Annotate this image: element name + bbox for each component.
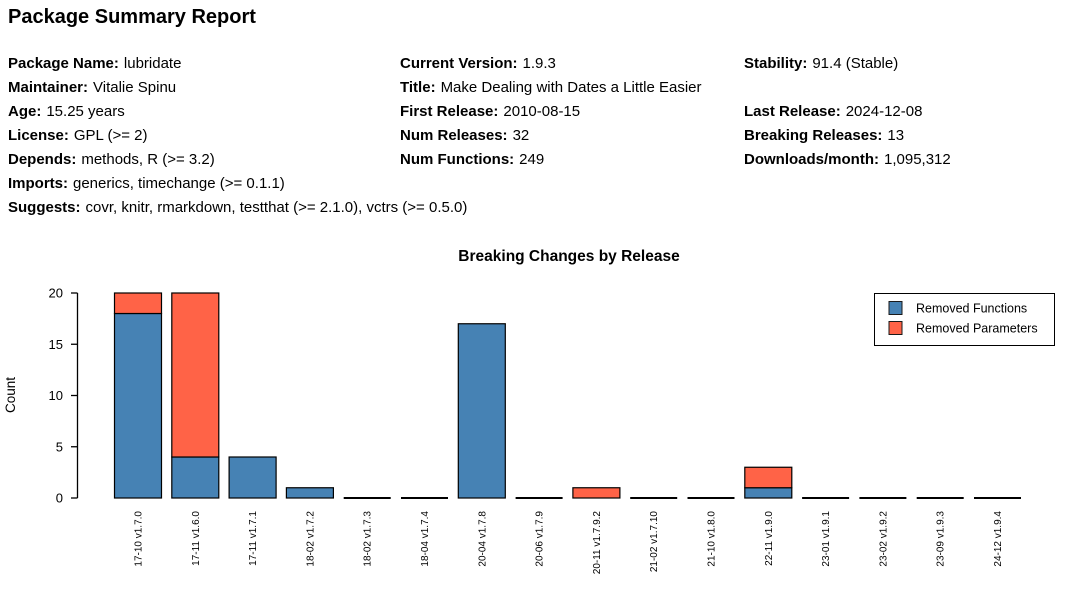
metadata-field-value: 249 — [519, 151, 545, 168]
x-axis-tick-label: 17-11 v1.7.1 — [248, 511, 259, 566]
metadata-field: Imports: generics, timechange (>= 0.1.1) — [8, 172, 398, 196]
metadata-field: Title: Make Dealing with Dates a Little E… — [400, 76, 740, 100]
x-axis-tick-label: 18-02 v1.7.2 — [305, 511, 316, 567]
legend-box — [874, 293, 1055, 346]
y-axis-label: Count — [3, 377, 18, 413]
metadata-field: Suggests: covr, knitr, rmarkdown, testtha… — [8, 196, 467, 220]
bar-segment-removed-parameters — [572, 487, 621, 499]
metadata-field: Age: 15.25 years — [8, 100, 398, 124]
metadata-field-label: Downloads/month: — [744, 151, 879, 168]
metadata-field-label: Stability: — [744, 55, 808, 72]
page-title: Package Summary Report — [8, 6, 256, 28]
x-axis-tick-label: 21-10 v1.8.0 — [707, 511, 718, 567]
bar-segment-removed-functions — [113, 312, 163, 499]
x-axis-tick-label: 22-11 v1.9.0 — [764, 511, 775, 566]
metadata-field: Maintainer: Vitalie Spinu — [8, 76, 398, 100]
metadata-field-label: Num Releases: — [400, 127, 508, 144]
metadata-field-value: 1,095,312 — [884, 151, 951, 168]
metadata-field: Stability: 91.4 (Stable) — [744, 52, 1063, 76]
breaking-changes-chart: Breaking Changes by Release Count 0 5 10 15 20… — [3, 248, 1055, 575]
metadata-field-value: 32 — [512, 127, 530, 144]
metadata-field-value: 15.25 years — [46, 103, 125, 120]
metadata-field-label: Title: — [400, 79, 436, 96]
x-axis-tick-label: 23-01 v1.9.1 — [821, 511, 832, 567]
x-axis-tick-label: 18-04 v1.7.4 — [420, 511, 431, 567]
metadata-field: Num Releases: 32 — [400, 124, 740, 148]
x-axis-tick-label: 21-02 v1.7.10 — [649, 511, 660, 573]
bar-segment-removed-parameters — [171, 292, 220, 458]
bar-segment-removed-functions — [171, 456, 220, 499]
legend-swatch — [888, 301, 903, 315]
metadata-field: Package Name: lubridate — [8, 52, 398, 76]
legend-swatch — [888, 321, 903, 335]
metadata-field — [744, 76, 1063, 100]
metadata-field-value: covr, knitr, rmarkdown, testthat (>= 2.1… — [85, 199, 468, 216]
metadata-field: License: GPL (>= 2) — [8, 124, 398, 148]
metadata-field-value: 91.4 (Stable) — [812, 55, 899, 72]
metadata-field-label: License: — [8, 127, 69, 144]
x-axis-tick-label: 17-11 v1.6.0 — [191, 511, 202, 566]
legend-label: Removed Functions — [916, 302, 1027, 316]
bar-segment-removed-functions — [285, 487, 334, 499]
metadata-field-label: First Release: — [400, 103, 499, 120]
y-axis-tick-label: 10 — [49, 388, 63, 403]
bar-segment-removed-parameters — [113, 292, 163, 315]
metadata-field-label: Package Name: — [8, 55, 119, 72]
metadata-field-value: GPL (>= 2) — [73, 127, 148, 144]
metadata-field-label: Current Version: — [400, 55, 518, 72]
x-axis-tick-label: 18-02 v1.7.3 — [363, 511, 374, 567]
legend-label: Removed Parameters — [916, 322, 1038, 336]
metadata-field-label: Last Release: — [744, 103, 841, 120]
y-axis-tick-label: 20 — [49, 286, 63, 301]
metadata-field: Num Functions: 249 — [400, 148, 740, 172]
metadata-field-label: Age: — [8, 103, 42, 120]
metadata-field: Breaking Releases: 13 — [744, 124, 1063, 148]
metadata-field-label: Imports: — [8, 175, 68, 192]
chart-title: Breaking Changes by Release — [458, 248, 680, 265]
metadata-field: First Release: 2010-08-15 — [400, 100, 740, 124]
metadata-column-2: Current Version: 1.9.3 Title: Make Dealing … — [400, 52, 740, 172]
metadata-field: Current Version: 1.9.3 — [400, 52, 740, 76]
y-axis-tick-label: 15 — [49, 337, 63, 352]
metadata-field-label: Maintainer: — [8, 79, 89, 96]
x-axis-tick-label: 20-04 v1.7.8 — [477, 511, 488, 567]
metadata-field-value: 13 — [887, 127, 905, 144]
bar-segment-removed-functions — [744, 487, 793, 499]
x-axis-tick-label: 24-12 v1.9.4 — [993, 511, 1004, 567]
metadata-field-value: Make Dealing with Dates a Little Easier — [440, 79, 702, 96]
metadata-grid: Package Name: lubridate Maintainer: Vitalie… — [8, 52, 1063, 232]
metadata-field: Downloads/month: 1,095,312 — [744, 148, 1063, 172]
bar-segment-removed-functions — [457, 323, 506, 499]
y-axis-tick-label: 0 — [56, 491, 63, 506]
metadata-field-value: 2024-12-08 — [845, 103, 923, 120]
y-axis-tick-label: 5 — [56, 439, 63, 454]
metadata-field-value: methods, R (>= 3.2) — [81, 151, 215, 168]
x-axis-tick-label: 17-10 v1.7.0 — [134, 511, 145, 567]
x-axis-tick-label: 23-02 v1.9.2 — [878, 511, 889, 567]
metadata-field-value: lubridate — [123, 55, 182, 72]
metadata-field-label: Num Functions: — [400, 151, 515, 168]
bar-segment-removed-functions — [228, 456, 277, 499]
metadata-field-label: Breaking Releases: — [744, 127, 883, 144]
metadata-field-label: Suggests: — [8, 199, 81, 216]
metadata-field-value: 1.9.3 — [522, 55, 556, 72]
metadata-column-3: Stability: 91.4 (Stable) Last Release: 2024… — [744, 52, 1063, 172]
x-axis-tick-label: 20-06 v1.7.9 — [535, 511, 546, 567]
metadata-field-label: Depends: — [8, 151, 77, 168]
metadata-field-value: Vitalie Spinu — [93, 79, 177, 96]
metadata-field: Last Release: 2024-12-08 — [744, 100, 1063, 124]
metadata-column-1: Package Name: lubridate Maintainer: Vitalie… — [8, 52, 467, 220]
metadata-field-value: 2010-08-15 — [503, 103, 581, 120]
bar-segment-removed-parameters — [744, 466, 793, 489]
x-axis-tick-label: 20-11 v1.7.9.2 — [592, 511, 603, 575]
x-axis-tick-label: 23-09 v1.9.3 — [936, 511, 947, 567]
metadata-field: Depends: methods, R (>= 3.2) — [8, 148, 398, 172]
metadata-field-value: generics, timechange (>= 0.1.1) — [73, 175, 285, 192]
